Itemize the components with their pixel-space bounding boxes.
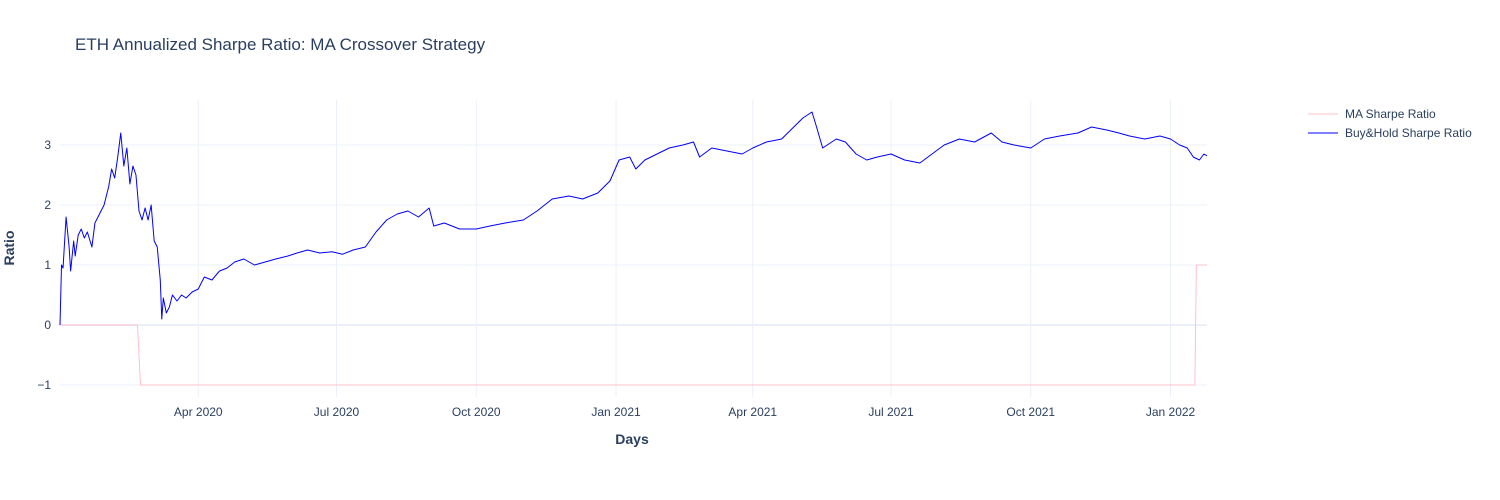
grid-layer <box>60 100 1207 397</box>
legend-item-ma[interactable]: MA Sharpe Ratio <box>1308 107 1436 121</box>
x-tick-label: Jan 2021 <box>591 405 641 419</box>
legend: MA Sharpe Ratio Buy&Hold Sharpe Ratio <box>1308 107 1472 140</box>
series-line-buyhold-sharpe <box>59 111 1208 326</box>
series-layer <box>59 111 1208 386</box>
legend-label-buyhold: Buy&Hold Sharpe Ratio <box>1345 126 1472 140</box>
x-tick-label: Apr 2020 <box>174 405 223 419</box>
chart-title: ETH Annualized Sharpe Ratio: MA Crossove… <box>75 35 486 54</box>
y-tick-label: 3 <box>44 138 51 152</box>
x-tick-label: Jan 2022 <box>1146 405 1196 419</box>
y-tick-label: 0 <box>44 318 51 332</box>
x-tick-label: Jul 2021 <box>868 405 914 419</box>
y-tick-label: 1 <box>44 258 51 272</box>
y-tick-label: −1 <box>37 378 51 392</box>
series-line-ma-sharpe <box>60 264 1207 386</box>
x-axis-title: Days <box>615 431 649 447</box>
x-tick-label: Apr 2021 <box>728 405 777 419</box>
tick-layer: Apr 2020 Jul 2020 Oct 2020 Jan 2021 Apr 2021… <box>37 138 1195 419</box>
x-tick-label: Jul 2020 <box>314 405 360 419</box>
legend-label-ma: MA Sharpe Ratio <box>1345 107 1436 121</box>
legend-item-buyhold[interactable]: Buy&Hold Sharpe Ratio <box>1308 126 1472 140</box>
y-axis-title: Ratio <box>1 231 17 266</box>
x-tick-label: Oct 2020 <box>452 405 501 419</box>
x-tick-label: Oct 2021 <box>1006 405 1055 419</box>
y-tick-label: 2 <box>44 198 51 212</box>
